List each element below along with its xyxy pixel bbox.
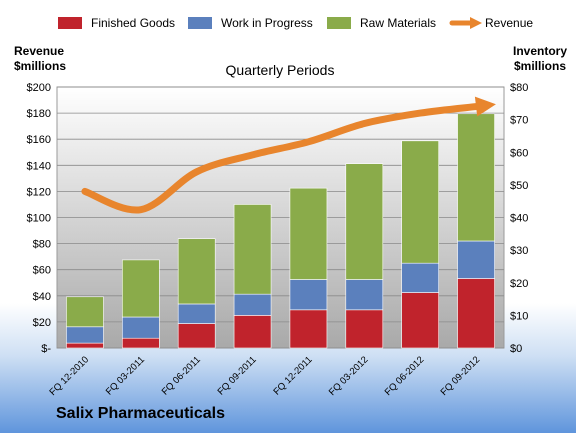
bar-segment xyxy=(345,279,384,311)
right-tick-label: $30 xyxy=(510,245,528,257)
bar-segment xyxy=(345,163,384,280)
left-tick-label: $140 xyxy=(27,160,51,172)
left-tick-label: $20 xyxy=(33,317,51,329)
x-tick-label: FQ 03-2011 xyxy=(104,354,147,397)
axis-label-line: $millions xyxy=(514,59,566,73)
legend-swatch xyxy=(188,17,212,29)
revenue-line xyxy=(81,103,480,214)
right-tick-label: $10 xyxy=(510,310,528,322)
x-tick-label: FQ 12-2010 xyxy=(47,354,91,398)
x-tick-label: FQ 12-2011 xyxy=(271,354,314,397)
right-tick-label: $40 xyxy=(510,213,528,225)
legend-label: Revenue xyxy=(485,16,533,30)
bar-segment xyxy=(122,337,160,349)
legend-label: Raw Materials xyxy=(360,16,436,30)
bar-segment xyxy=(457,278,495,349)
right-tick-label: $60 xyxy=(510,147,528,159)
bar-segment xyxy=(122,259,160,318)
x-tick-label: FQ 06-2012 xyxy=(383,354,427,398)
bar-segment xyxy=(401,140,439,264)
bar-segment xyxy=(289,279,328,311)
right-axis-label: Inventory $millions xyxy=(513,44,567,73)
right-tick-label: $50 xyxy=(510,180,528,192)
legend-arrowhead xyxy=(470,17,482,29)
bar-segment xyxy=(457,240,495,279)
bar-segment xyxy=(289,187,328,280)
bars xyxy=(66,113,495,349)
bar-segment xyxy=(66,296,104,328)
x-tick-label: FQ 06-2011 xyxy=(160,354,203,397)
company-name: Salix Pharmaceuticals xyxy=(56,405,225,422)
bar-segment xyxy=(122,316,160,339)
bar-segment xyxy=(177,323,216,349)
x-tick-label: FQ 09-2012 xyxy=(439,354,483,398)
bar-segment xyxy=(66,326,104,344)
left-tick-label: $200 xyxy=(27,82,51,94)
right-tick-label: $80 xyxy=(510,82,528,94)
bar-segment xyxy=(233,204,272,295)
left-tick-label: $100 xyxy=(27,213,51,225)
x-tick-label: FQ 09-2011 xyxy=(216,354,259,397)
bar-segment xyxy=(233,315,272,349)
left-tick-label: $80 xyxy=(33,239,51,251)
bar-segment xyxy=(401,292,439,349)
left-axis-label: Revenue $millions xyxy=(14,44,66,73)
legend-label: Finished Goods xyxy=(91,16,175,30)
right-tick-label: $70 xyxy=(510,115,528,127)
left-tick-label: $60 xyxy=(33,265,51,277)
left-tick-label: $120 xyxy=(27,186,51,198)
x-tick-label: FQ 03-2012 xyxy=(327,354,371,398)
revenue-line-layer xyxy=(81,96,496,214)
axis-label-line: Revenue xyxy=(14,44,64,58)
bar-segment xyxy=(233,293,272,316)
left-tick-label: $- xyxy=(41,343,51,355)
axis-label-line: Inventory xyxy=(513,44,567,58)
bar-segment xyxy=(289,309,328,349)
legend-label: Work in Progress xyxy=(221,16,313,30)
revenue-arrowhead xyxy=(474,96,496,117)
legend-swatch xyxy=(58,17,82,29)
axis-label-line: $millions xyxy=(14,59,66,73)
right-tick-label: $20 xyxy=(510,278,528,290)
legend: Finished Goods Work in Progress Raw Materi… xyxy=(58,16,533,30)
bar-segment xyxy=(401,262,439,293)
bar-segment xyxy=(66,342,104,349)
bar-segment xyxy=(177,238,216,305)
legend-swatch xyxy=(327,17,351,29)
bar-segment xyxy=(177,303,216,324)
left-tick-label: $160 xyxy=(27,134,51,146)
left-tick-label: $40 xyxy=(33,291,51,303)
bar-segment xyxy=(457,113,495,242)
chart-title: Quarterly Periods xyxy=(226,62,335,78)
left-tick-label: $180 xyxy=(27,108,51,120)
right-tick-label: $0 xyxy=(510,343,522,355)
bar-segment xyxy=(345,309,384,349)
